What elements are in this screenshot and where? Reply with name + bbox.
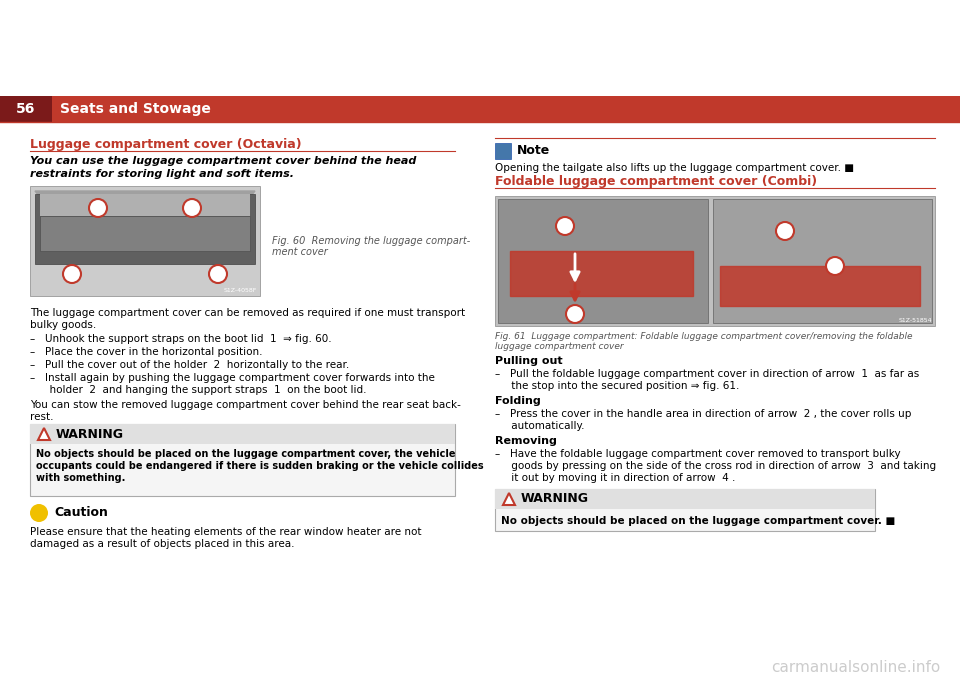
Text: Foldable luggage compartment cover (Combi): Foldable luggage compartment cover (Comb… bbox=[495, 175, 817, 188]
Text: !: ! bbox=[36, 508, 41, 518]
Text: ment cover: ment cover bbox=[272, 247, 327, 257]
Text: 2: 2 bbox=[215, 269, 222, 279]
FancyBboxPatch shape bbox=[30, 186, 260, 296]
Polygon shape bbox=[720, 266, 920, 306]
FancyBboxPatch shape bbox=[0, 96, 960, 122]
Text: S1Z-51854: S1Z-51854 bbox=[899, 318, 932, 323]
Text: You can use the luggage compartment cover behind the head: You can use the luggage compartment cove… bbox=[30, 156, 417, 166]
FancyBboxPatch shape bbox=[0, 96, 52, 122]
Polygon shape bbox=[38, 428, 50, 440]
Circle shape bbox=[63, 265, 81, 283]
Text: The luggage compartment cover can be removed as required if one must transport: The luggage compartment cover can be rem… bbox=[30, 308, 466, 318]
Text: Folding: Folding bbox=[495, 396, 540, 406]
FancyBboxPatch shape bbox=[495, 489, 875, 531]
Text: damaged as a result of objects placed in this area.: damaged as a result of objects placed in… bbox=[30, 539, 295, 549]
Text: S1Z-4058F: S1Z-4058F bbox=[224, 288, 257, 293]
Circle shape bbox=[566, 305, 584, 323]
Circle shape bbox=[556, 217, 574, 235]
FancyBboxPatch shape bbox=[495, 196, 935, 326]
Text: !: ! bbox=[507, 494, 511, 504]
Polygon shape bbox=[35, 191, 255, 216]
Text: Please ensure that the heating elements of the rear window heater are not: Please ensure that the heating elements … bbox=[30, 527, 421, 537]
Text: rest.: rest. bbox=[30, 412, 54, 422]
Text: WARNING: WARNING bbox=[521, 492, 589, 505]
FancyBboxPatch shape bbox=[35, 194, 255, 264]
Text: 1: 1 bbox=[95, 203, 102, 213]
Circle shape bbox=[183, 199, 201, 217]
Text: !: ! bbox=[42, 430, 46, 439]
FancyBboxPatch shape bbox=[495, 489, 875, 509]
Text: 56: 56 bbox=[16, 102, 36, 116]
Circle shape bbox=[30, 504, 48, 522]
Text: No objects should be placed on the luggage compartment cover, the vehicle: No objects should be placed on the lugga… bbox=[36, 449, 455, 459]
Text: 2: 2 bbox=[571, 309, 578, 319]
Text: You can stow the removed luggage compartment cover behind the rear seat back-: You can stow the removed luggage compart… bbox=[30, 400, 461, 410]
FancyBboxPatch shape bbox=[495, 143, 511, 159]
Text: 4: 4 bbox=[831, 261, 838, 271]
Text: 2: 2 bbox=[68, 269, 76, 279]
Text: it out by moving it in direction of arrow  4 .: it out by moving it in direction of arro… bbox=[495, 473, 735, 483]
Text: 1: 1 bbox=[562, 221, 568, 231]
FancyBboxPatch shape bbox=[40, 194, 250, 216]
Text: goods by pressing on the side of the cross rod in direction of arrow  3  and tak: goods by pressing on the side of the cro… bbox=[495, 461, 936, 471]
Text: Caution: Caution bbox=[54, 507, 108, 519]
Text: Note: Note bbox=[517, 145, 550, 158]
FancyBboxPatch shape bbox=[713, 199, 932, 323]
Circle shape bbox=[826, 257, 844, 275]
Text: Fig. 60  Removing the luggage compart-: Fig. 60 Removing the luggage compart- bbox=[272, 236, 470, 246]
Text: restraints for storing light and soft items.: restraints for storing light and soft it… bbox=[30, 169, 294, 179]
Text: WARNING: WARNING bbox=[56, 428, 124, 441]
Text: holder  2  and hanging the support straps  1  on the boot lid.: holder 2 and hanging the support straps … bbox=[30, 385, 367, 395]
Text: Luggage compartment cover (Octavia): Luggage compartment cover (Octavia) bbox=[30, 138, 301, 151]
Circle shape bbox=[89, 199, 107, 217]
Text: –   Press the cover in the handle area in direction of arrow  2 , the cover roll: – Press the cover in the handle area in … bbox=[495, 409, 911, 419]
Text: Opening the tailgate also lifts up the luggage compartment cover. ■: Opening the tailgate also lifts up the l… bbox=[495, 163, 854, 173]
Polygon shape bbox=[503, 493, 515, 505]
Circle shape bbox=[776, 222, 794, 240]
Text: i: i bbox=[501, 146, 505, 156]
FancyBboxPatch shape bbox=[30, 424, 455, 444]
Text: 1: 1 bbox=[188, 203, 196, 213]
Text: occupants could be endangered if there is sudden braking or the vehicle collides: occupants could be endangered if there i… bbox=[36, 461, 484, 471]
Text: Seats and Stowage: Seats and Stowage bbox=[60, 102, 211, 116]
Text: Fig. 61  Luggage compartment: Foldable luggage compartment cover/removing the fo: Fig. 61 Luggage compartment: Foldable lu… bbox=[495, 332, 913, 341]
Text: 3: 3 bbox=[781, 226, 788, 236]
Text: –   Pull the foldable luggage compartment cover in direction of arrow  1  as far: – Pull the foldable luggage compartment … bbox=[495, 369, 920, 379]
Text: carmanualsonline.info: carmanualsonline.info bbox=[771, 660, 940, 675]
Text: Removing: Removing bbox=[495, 436, 557, 446]
FancyBboxPatch shape bbox=[30, 424, 455, 496]
Circle shape bbox=[209, 265, 227, 283]
Text: –   Unhook the support straps on the boot lid  1  ⇒ fig. 60.: – Unhook the support straps on the boot … bbox=[30, 334, 331, 344]
Polygon shape bbox=[510, 251, 693, 296]
Text: luggage compartment cover: luggage compartment cover bbox=[495, 342, 624, 351]
FancyBboxPatch shape bbox=[498, 199, 708, 323]
Text: –   Have the foldable luggage compartment cover removed to transport bulky: – Have the foldable luggage compartment … bbox=[495, 449, 900, 459]
Text: bulky goods.: bulky goods. bbox=[30, 320, 96, 330]
Text: Pulling out: Pulling out bbox=[495, 356, 563, 366]
Text: automatically.: automatically. bbox=[495, 421, 585, 431]
Text: –   Install again by pushing the luggage compartment cover forwards into the: – Install again by pushing the luggage c… bbox=[30, 373, 435, 383]
Text: the stop into the secured position ⇒ fig. 61.: the stop into the secured position ⇒ fig… bbox=[495, 381, 739, 391]
Text: No objects should be placed on the luggage compartment cover. ■: No objects should be placed on the lugga… bbox=[501, 516, 896, 526]
Text: –   Place the cover in the horizontal position.: – Place the cover in the horizontal posi… bbox=[30, 347, 262, 357]
FancyBboxPatch shape bbox=[40, 216, 250, 251]
Text: with something.: with something. bbox=[36, 473, 126, 483]
Text: –   Pull the cover out of the holder  2  horizontally to the rear.: – Pull the cover out of the holder 2 hor… bbox=[30, 360, 349, 370]
